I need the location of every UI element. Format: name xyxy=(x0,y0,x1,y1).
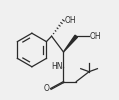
Polygon shape xyxy=(63,35,77,52)
Text: OH: OH xyxy=(64,16,76,25)
Text: O: O xyxy=(44,84,50,93)
Text: HN: HN xyxy=(51,62,62,71)
Text: OH: OH xyxy=(90,32,102,41)
